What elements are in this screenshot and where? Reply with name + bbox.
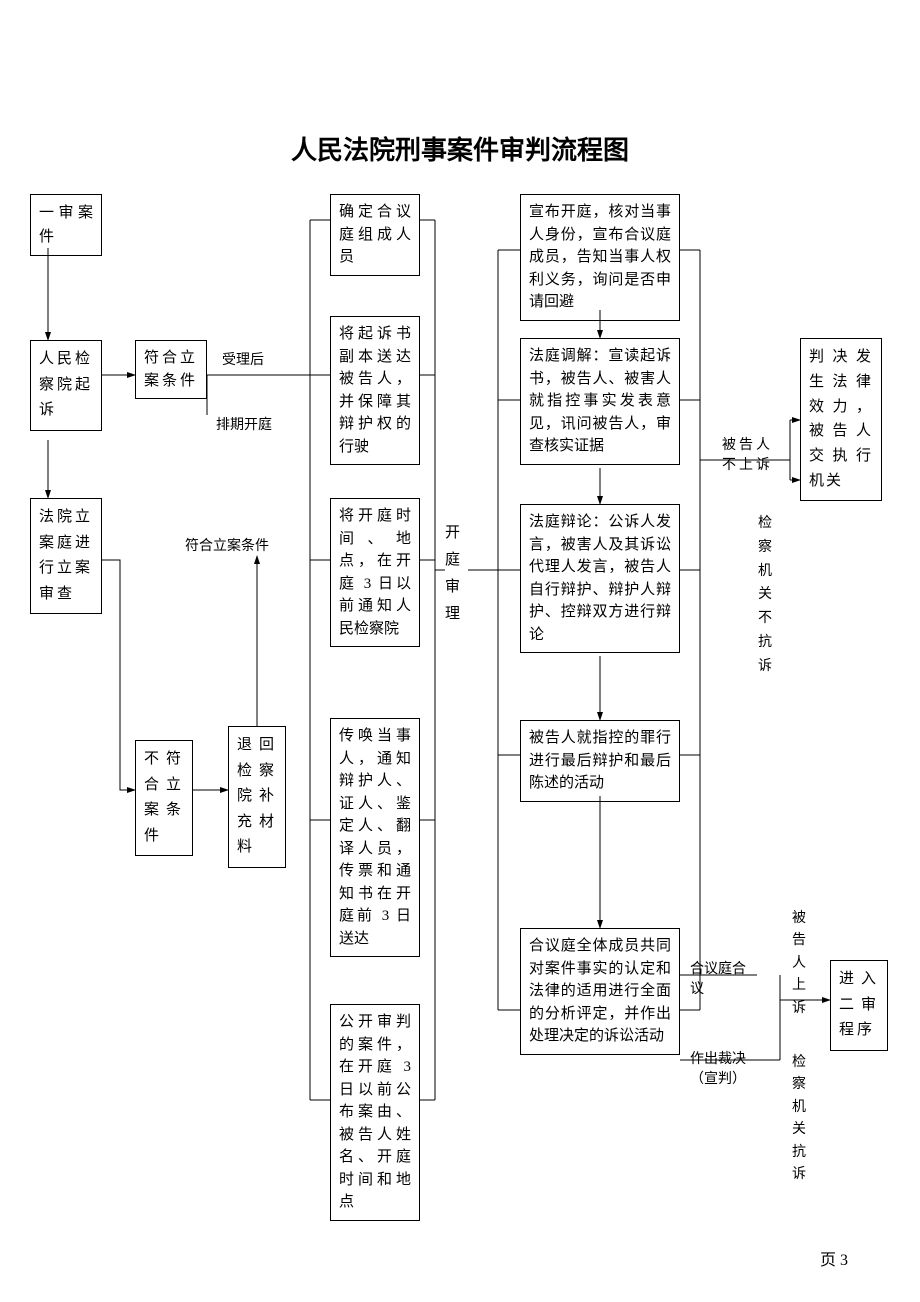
box-determine-panel: 确定合议庭组成人员 (330, 194, 420, 276)
box-serve-indictment: 将起诉书副本送达被告人，并保障其辩护权的行驶 (330, 316, 420, 465)
box-second-instance: 进入二审程序 (830, 960, 888, 1051)
box-final-statement: 被告人就指控的罪行进行最后辩护和最后陈述的活动 (520, 720, 680, 802)
box-effective-judgment: 判决发生法律效力，被告人交执行机关 (800, 338, 882, 501)
label-defendant-appeal: 被告人上诉 (792, 908, 808, 1020)
box-deliberation: 合议庭全体成员共同对案件事实的认定和法律的适用进行全面的分析评定，并作出处理决定… (520, 928, 680, 1055)
box-first-instance: 一审案件 (30, 194, 102, 256)
page-number: 页 3 (820, 1246, 848, 1270)
box-court-filing-review: 法院立案庭进行立案审查 (30, 498, 102, 614)
box-public-announce: 公开审判的案件，在开庭 3 日以前公布案由、被告人姓名、开庭时间和地点 (330, 1004, 420, 1221)
diagram-title: 人民法院刑事案件审判流程图 (0, 130, 920, 167)
box-court-debate: 法庭辩论：公诉人发言，被害人及其诉讼代理人发言，被告人自行辩护、辩护人辩护、控辩… (520, 504, 680, 653)
label-make-ruling: 作出裁决（宣判） (690, 1050, 770, 1089)
connectors (0, 0, 920, 1302)
box-open-court: 宣布开庭，核对当事人身份，宣布合议庭成员，告知当事人权利义务，询问是否申请回避 (520, 194, 680, 321)
label-schedule-hearing: 排期开庭 (214, 416, 274, 436)
label-procuratorate-protest: 检察机关抗诉 (792, 1052, 808, 1186)
label-panel-deliberate: 合议庭合议 (690, 960, 750, 999)
label-procuratorate-no-protest: 检察机关不抗诉 (758, 512, 778, 679)
box-court-mediation: 法庭调解：宣读起诉书，被告人、被害人就指控事实发表意见，讯问被告人，审查核实证据 (520, 338, 680, 465)
page: 人民法院刑事案件审判流程图 一审案件 人民检察院起诉 法院立案庭进行立案审查 符… (0, 0, 920, 1302)
label-after-accept: 受理后 (222, 351, 264, 371)
label-trial-hearing: 开庭审理 (445, 520, 465, 628)
label-meet-filing-2: 符合立案条件 (185, 537, 269, 557)
box-notify-procuratorate: 将开庭时间、地点，在开庭 3 日以前通知人民检察院 (330, 498, 420, 647)
label-defendant-no-appeal: 被告人不上诉 (722, 436, 780, 475)
box-summon-parties: 传唤当事人，通知辩护人、证人、鉴定人、翻译人员，传票和通知书在开庭前 3 日送达 (330, 718, 420, 957)
box-procuratorate-prosecute: 人民检察院起诉 (30, 340, 102, 431)
box-meet-filing: 符合立案条件 (135, 340, 207, 399)
box-not-meet-filing: 不符合立案条件 (135, 740, 193, 856)
box-return-supplement: 退回检察院补充材料 (228, 726, 286, 868)
